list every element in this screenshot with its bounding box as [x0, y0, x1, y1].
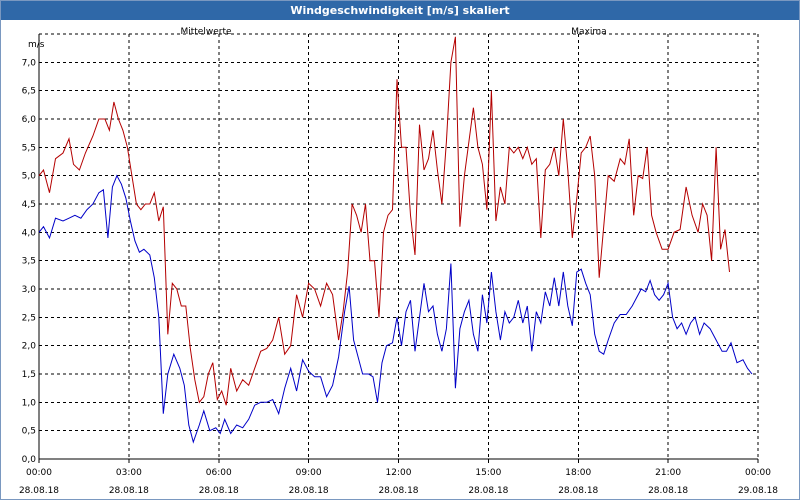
y-tick-label: 3,0: [22, 285, 37, 295]
x-tick-date-label: 28.08.18: [199, 486, 239, 496]
series-lines: [38, 36, 753, 444]
y-tick-label: 1,0: [22, 398, 37, 408]
y-tick-label: 3,5: [22, 257, 36, 267]
y-tick-label: 0,0: [22, 455, 37, 465]
y-tick-label: 5,0: [22, 172, 37, 182]
y-tick-label: 2,5: [22, 313, 36, 323]
x-tick-date-label: 28.08.18: [378, 486, 418, 496]
y-tick-label: 2,0: [22, 342, 37, 352]
y-axis-unit-label: m/s: [28, 40, 45, 50]
x-tick-time-label: 21:00: [655, 468, 681, 478]
y-tick-label: 6,0: [22, 115, 37, 125]
y-tick-label: 1,5: [22, 370, 36, 380]
y-tick-label: 6,5: [22, 87, 36, 97]
legend-maxima: Maxima: [571, 27, 606, 37]
x-tick-time-label: 12:00: [386, 468, 412, 478]
x-tick-date-label: 28.08.18: [648, 486, 688, 496]
x-tick-labels: 00:00 28.08.18 03:00 28.08.18 06:00 28.08.18 0…: [19, 468, 778, 496]
y-tick-label: 4,5: [22, 200, 36, 210]
x-tick-date-label: 28.08.18: [558, 486, 598, 496]
y-tick-label: 4,0: [22, 228, 37, 238]
chart-plot: 0,0 0,5 1,0 1,5 2,0 2,5 3,0 3,5 4,0 4,5 5,0 5,5 6,0 6…: [1, 20, 799, 499]
x-tick-time-label: 03:00: [116, 468, 142, 478]
x-tick-time-label: 06:00: [206, 468, 232, 478]
x-tick-time-label: 15:00: [475, 468, 501, 478]
axes: [38, 34, 759, 463]
x-tick-date-label: 28.08.18: [109, 486, 149, 496]
y-tick-label: 7,0: [22, 58, 37, 68]
y-tick-label: 0,5: [22, 427, 36, 437]
x-tick-date-label: 28.08.18: [19, 486, 59, 496]
x-tick-date-label: 29.08.18: [738, 486, 778, 496]
plot-background: [1, 20, 799, 499]
x-tick-time-label: 09:00: [296, 468, 322, 478]
x-tick-date-label: 28.08.18: [289, 486, 329, 496]
legend-mittelwerte: Mittelwerte: [180, 27, 231, 37]
series-line-maxima: [38, 36, 730, 406]
y-tick-labels: 0,0 0,5 1,0 1,5 2,0 2,5 3,0 3,5 4,0 4,5 5,0 5,5 6,0 6…: [22, 58, 37, 465]
x-tick-time-label: 00:00: [745, 468, 771, 478]
y-tick-label: 5,5: [22, 143, 36, 153]
window-title: Windgeschwindigkeit [m/s] skaliert: [1, 1, 799, 20]
grid-lines: [39, 33, 759, 459]
x-tick-date-label: 28.08.18: [468, 486, 508, 496]
x-tick-time-label: 00:00: [26, 468, 52, 478]
series-line-mittelwerte: [38, 174, 753, 444]
x-tick-time-label: 18:00: [565, 468, 591, 478]
